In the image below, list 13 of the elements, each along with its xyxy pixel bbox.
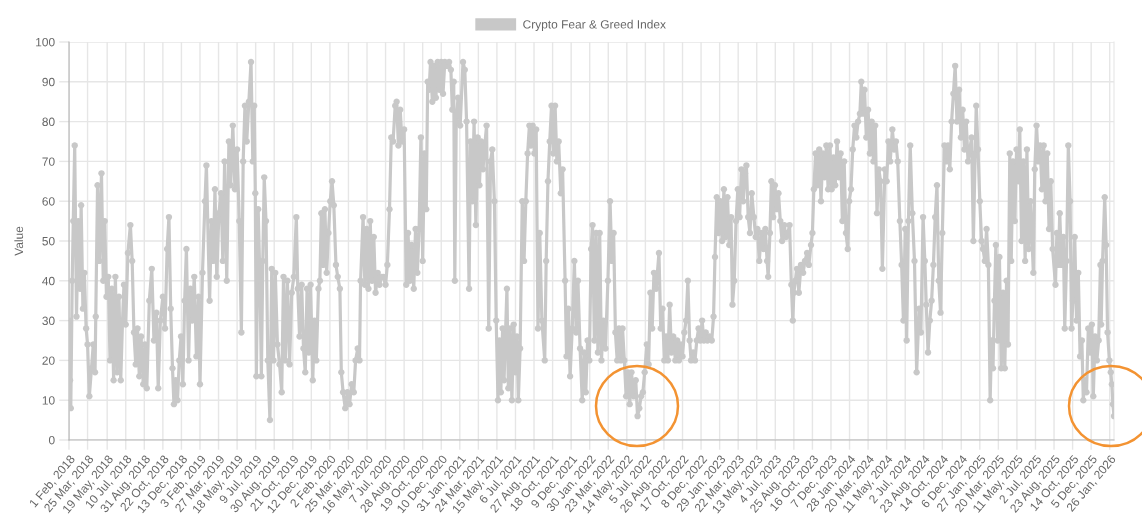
y-tick-label: 0 bbox=[48, 435, 55, 445]
y-tick-label: 20 bbox=[42, 356, 55, 365]
legend-label: Crypto Fear & Greed Index bbox=[523, 19, 666, 31]
y-tick-label: 10 bbox=[42, 396, 55, 405]
y-tick-label: 60 bbox=[42, 197, 55, 206]
y-tick-label: 80 bbox=[42, 117, 55, 127]
y-axis-title: Value bbox=[14, 226, 24, 256]
y-tick-label: 90 bbox=[42, 77, 55, 87]
y-tick-label: 70 bbox=[42, 157, 55, 166]
y-tick-label: 30 bbox=[42, 316, 55, 326]
y-tick-label: 40 bbox=[42, 276, 55, 286]
y-tick-label: 50 bbox=[42, 236, 55, 246]
y-tick-label: 100 bbox=[36, 37, 55, 47]
